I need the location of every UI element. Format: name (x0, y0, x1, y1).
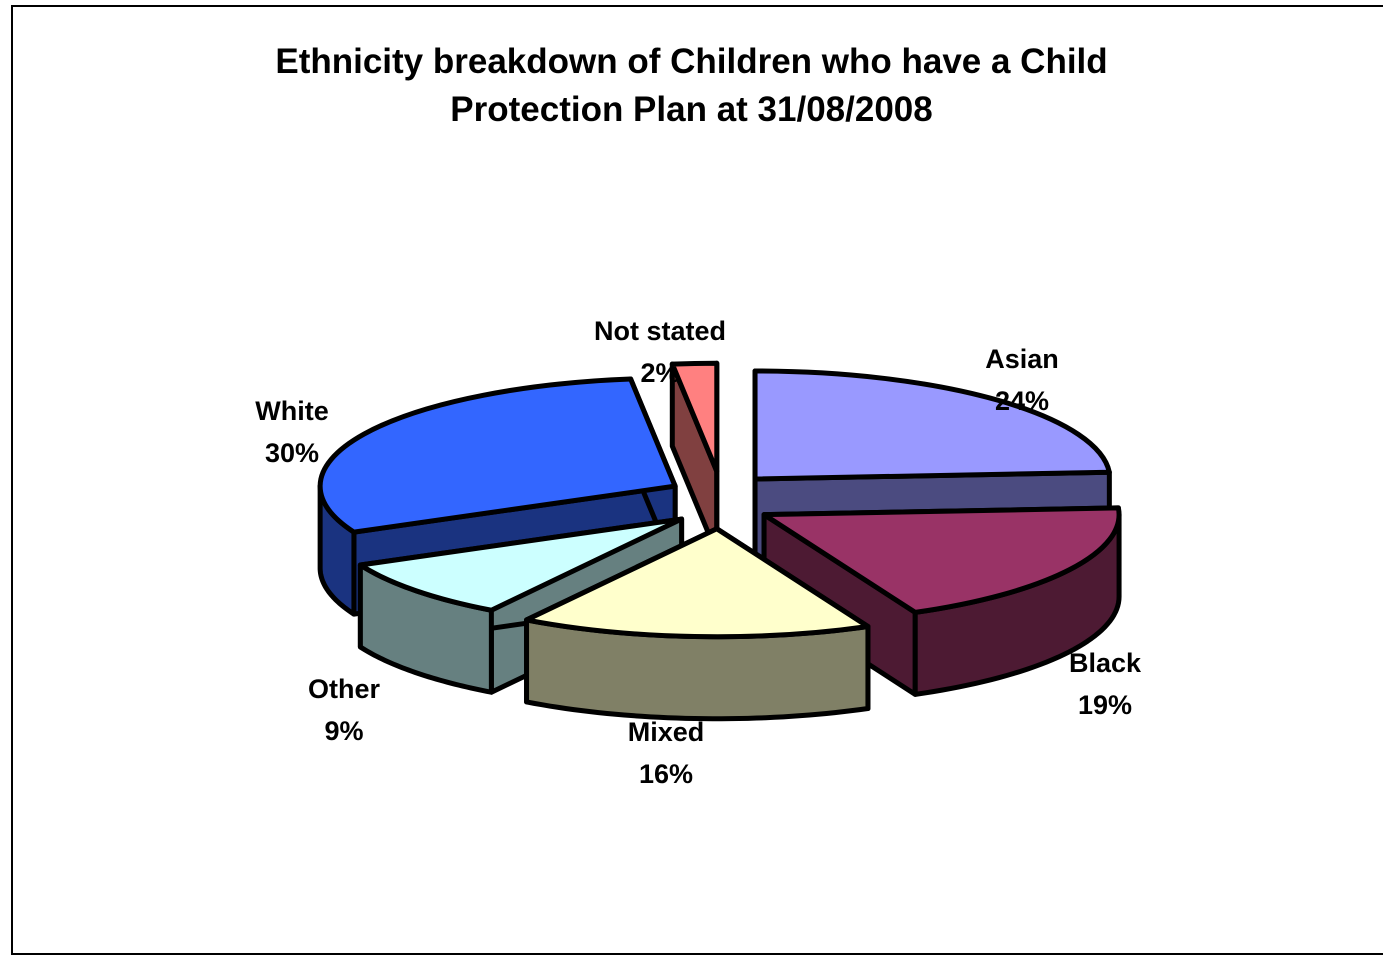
chart-title-line-2: Protection Plan at 31/08/2008 (450, 90, 933, 129)
pie-slice-black (761, 505, 1122, 697)
chart-title: Ethnicity breakdown of Children who have… (0, 38, 1383, 134)
slice-label-name: Asian (985, 344, 1059, 374)
slice-label-name: Other (308, 674, 381, 704)
pie-slice-not-stated (669, 360, 720, 556)
pie-slice-top (752, 368, 1112, 482)
slice-label-percent: 9% (324, 716, 363, 746)
pie-slice-mixed (524, 526, 871, 722)
slice-label-white: White 30% (255, 396, 329, 468)
slice-label-mixed: Mixed 16% (628, 717, 705, 789)
slice-label-percent: 19% (1078, 690, 1132, 720)
pie-slice-top (524, 526, 871, 640)
slice-label-name: White (255, 396, 329, 426)
slice-label-other: Other 9% (308, 674, 381, 746)
slice-label-percent: 30% (265, 438, 319, 468)
slice-label-not-stated: Not stated 2% (594, 316, 726, 388)
slice-label-name: Not stated (594, 316, 726, 346)
slice-label-percent: 24% (995, 386, 1049, 416)
slice-label-name: Mixed (628, 717, 705, 747)
slice-label-asian: Asian 24% (985, 344, 1059, 416)
pie-slice-top (669, 360, 720, 474)
pie-slice-top (761, 505, 1122, 615)
slice-label-name: Black (1069, 648, 1142, 678)
pie-slice-white (317, 376, 678, 617)
slice-label-black: Black 19% (1069, 648, 1142, 720)
pie-slice-top (317, 376, 678, 535)
slice-label-percent: 2% (640, 358, 679, 388)
pie-slice-top (357, 516, 685, 613)
chart-title-line-1: Ethnicity breakdown of Children who have… (275, 42, 1108, 81)
slice-label-percent: 16% (639, 759, 693, 789)
